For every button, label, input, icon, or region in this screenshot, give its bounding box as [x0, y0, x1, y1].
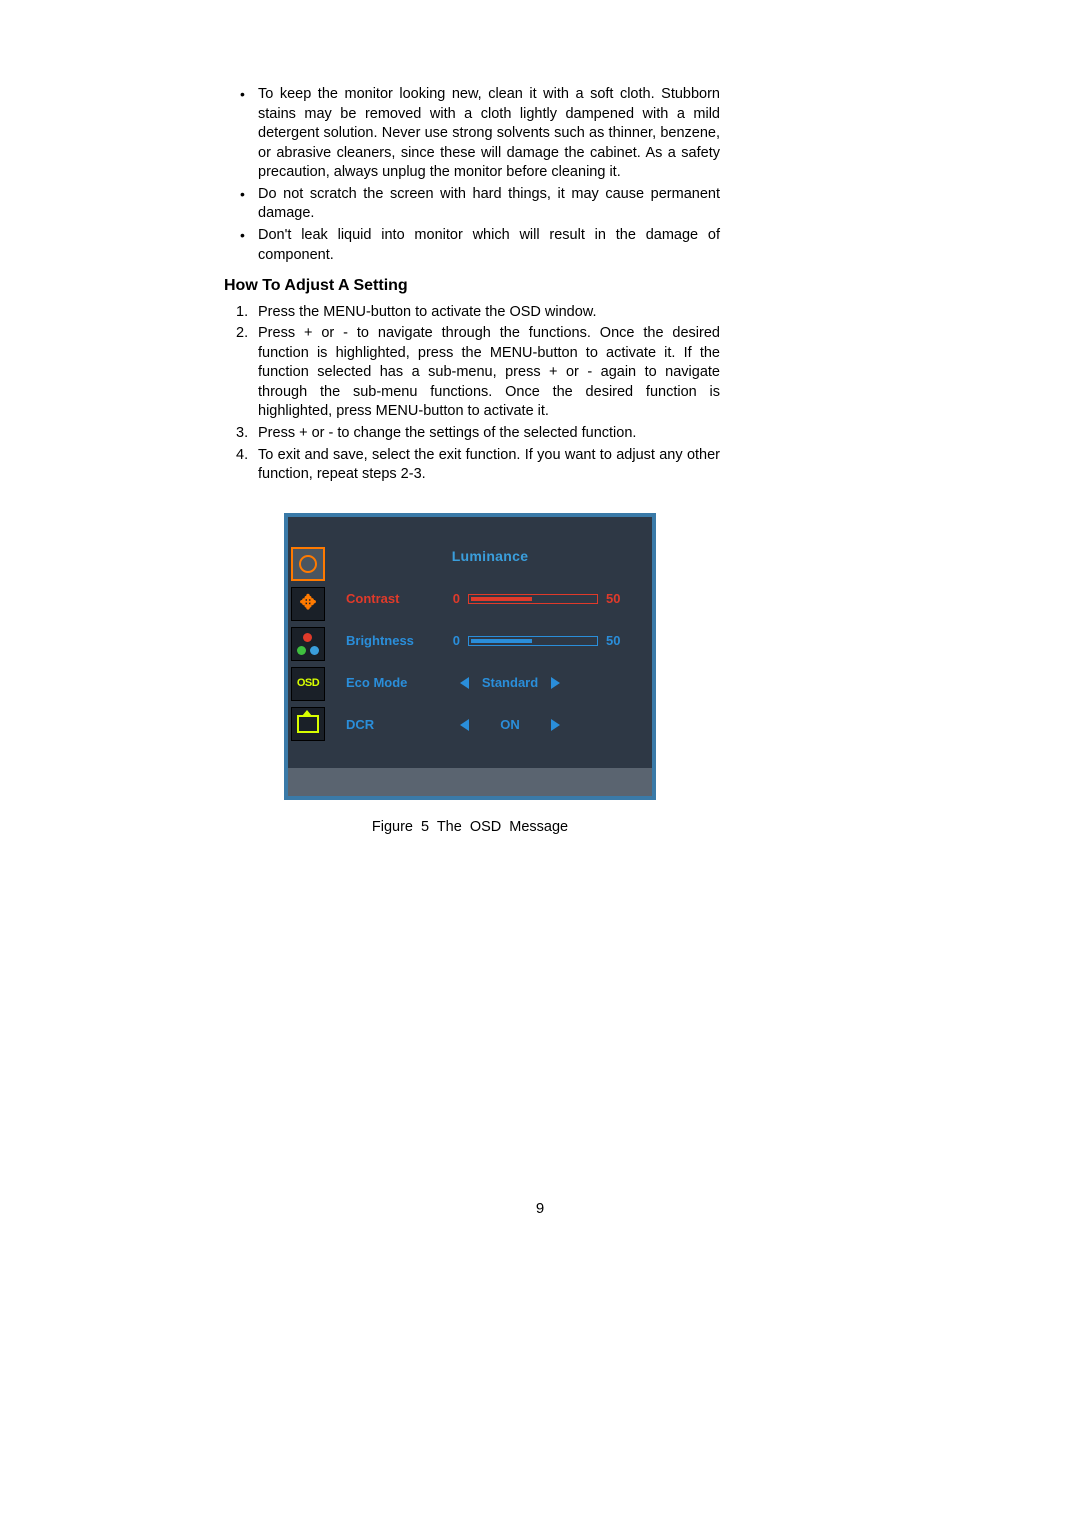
bullet-item: Do not scratch the screen with hard thin… — [258, 185, 720, 224]
step-item: Press the MENU-button to activate the OS… — [258, 303, 720, 323]
exit-icon[interactable] — [291, 707, 325, 741]
osd-row-dcr[interactable]: DCR ON — [346, 704, 634, 746]
osd-status-bar — [288, 768, 652, 796]
bullet-item: Don't leak liquid into monitor which wil… — [258, 226, 720, 265]
brightness-min: 0 — [438, 632, 460, 650]
osd-sidebar: ✥ OSD — [288, 547, 328, 768]
step-item: To exit and save, select the exit functi… — [258, 446, 720, 485]
osd-row-contrast[interactable]: Contrast 0 50 — [346, 578, 634, 620]
osd-panel: ✥ OSD Luminance Contrast 0 50 — [284, 513, 656, 800]
osd-title: Luminance — [346, 547, 634, 566]
contrast-slider[interactable] — [468, 594, 598, 604]
eco-next-icon[interactable] — [551, 677, 560, 689]
brightness-fill — [471, 639, 532, 643]
luminance-icon[interactable] — [291, 547, 325, 581]
osd-top-spacer — [288, 517, 652, 547]
position-icon[interactable]: ✥ — [291, 587, 325, 621]
page-number: 9 — [0, 1200, 1080, 1217]
dcr-next-icon[interactable] — [551, 719, 560, 731]
section-heading: How To Adjust A Setting — [224, 275, 720, 297]
steps-list: Press the MENU-button to activate the OS… — [220, 303, 720, 485]
figure-caption: Figure 5 The OSD Message — [284, 818, 656, 838]
contrast-fill — [471, 597, 532, 601]
dcr-label: DCR — [346, 716, 438, 734]
dcr-prev-icon[interactable] — [460, 719, 469, 731]
osd-figure: ✥ OSD Luminance Contrast 0 50 — [284, 513, 656, 837]
brightness-slider[interactable] — [468, 636, 598, 646]
eco-label: Eco Mode — [346, 674, 438, 692]
step-item: Press + or - to navigate through the fun… — [258, 324, 720, 422]
eco-prev-icon[interactable] — [460, 677, 469, 689]
contrast-label: Contrast — [346, 590, 438, 608]
bullet-item: To keep the monitor looking new, clean i… — [258, 85, 720, 183]
osd-row-eco[interactable]: Eco Mode Standard — [346, 662, 634, 704]
eco-value: Standard — [469, 674, 551, 692]
osd-icon[interactable]: OSD — [291, 667, 325, 701]
step-item: Press + or - to change the settings of t… — [258, 424, 720, 444]
color-icon[interactable] — [291, 627, 325, 661]
brightness-label: Brightness — [346, 632, 438, 650]
osd-row-brightness[interactable]: Brightness 0 50 — [346, 620, 634, 662]
contrast-value: 50 — [606, 590, 634, 608]
dcr-value: ON — [469, 716, 551, 734]
care-bullet-list: To keep the monitor looking new, clean i… — [220, 85, 720, 265]
contrast-min: 0 — [438, 590, 460, 608]
brightness-value: 50 — [606, 632, 634, 650]
